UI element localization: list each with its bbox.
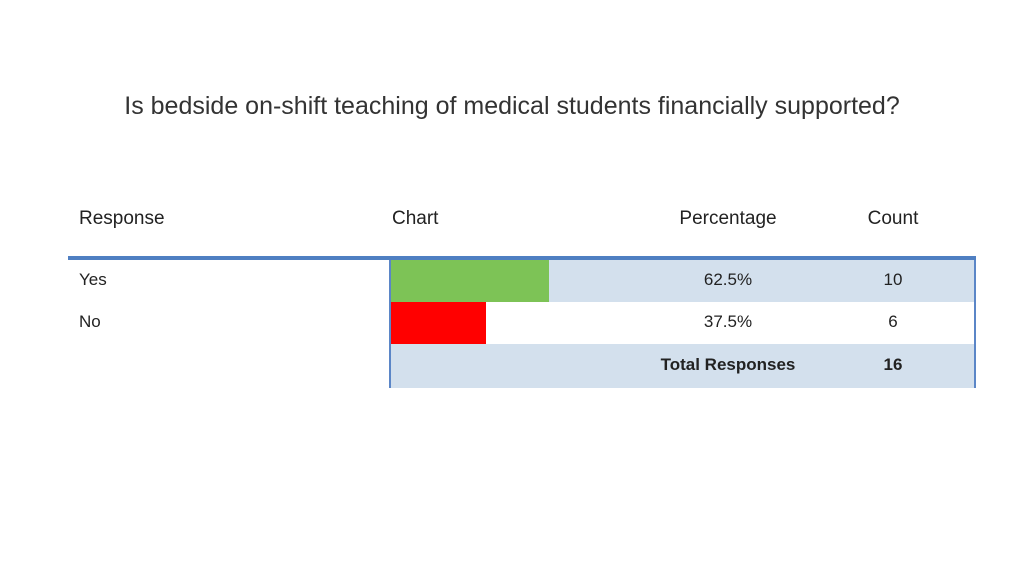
total-label: Total Responses <box>660 355 796 374</box>
row-count-no: 6 <box>888 312 898 331</box>
response-table: Yes 62.5% 10 No 37.5% 6 Total Responses … <box>68 256 976 388</box>
chart-title: Is bedside on-shift teaching of medical … <box>124 92 900 120</box>
bar-no <box>391 302 486 344</box>
table-row-no: No 37.5% 6 <box>68 302 976 344</box>
header-chart: Chart <box>392 208 439 229</box>
header-percentage: Percentage <box>679 208 777 229</box>
table-divider-left <box>389 260 391 388</box>
header-response: Response <box>79 208 165 229</box>
row-label-no: No <box>79 312 101 331</box>
table-row-yes: Yes 62.5% 10 <box>68 260 976 302</box>
total-count: 16 <box>883 355 903 374</box>
row-percentage-no: 37.5% <box>703 312 753 331</box>
bar-yes <box>391 260 549 302</box>
row-count-yes: 10 <box>883 270 903 289</box>
table-top-rule <box>68 256 976 260</box>
header-count: Count <box>867 208 919 229</box>
table-divider-right <box>974 260 976 388</box>
row-shading <box>390 344 976 388</box>
row-label-yes: Yes <box>79 270 107 289</box>
table-row-total: Total Responses 16 <box>68 344 976 388</box>
row-percentage-yes: 62.5% <box>703 270 753 289</box>
